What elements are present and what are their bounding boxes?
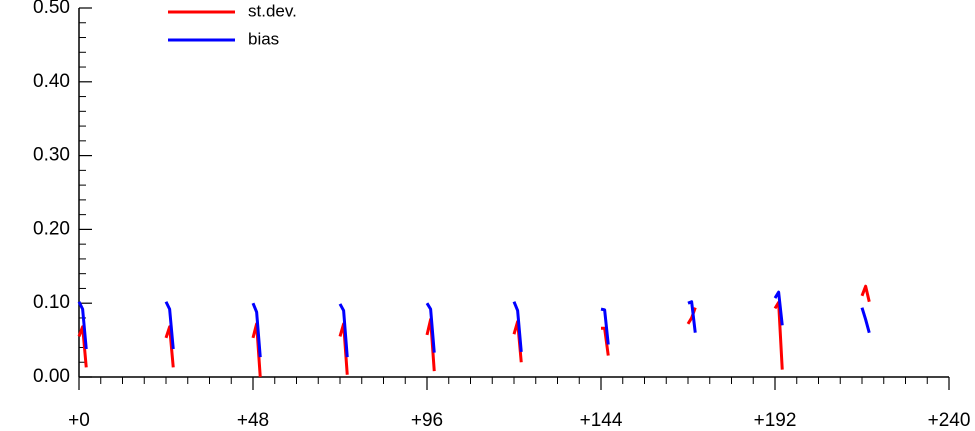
x-tick-label: +0 (68, 410, 90, 431)
x-tick-label: +240 (928, 410, 971, 431)
y-tick-label: 0.50 (33, 0, 70, 18)
y-tick-label: 0.00 (33, 366, 70, 387)
y-tick-label: 0.30 (33, 145, 70, 166)
y-tick-label: 0.40 (33, 71, 70, 92)
series-line (77, 290, 871, 358)
legend-label: st.dev. (248, 1, 297, 20)
x-tick-label: +96 (411, 410, 443, 431)
x-tick-label: +144 (580, 410, 623, 431)
x-tick-label: +192 (754, 410, 797, 431)
series-line (77, 284, 871, 378)
x-tick-label: +48 (237, 410, 269, 431)
y-tick-label: 0.20 (33, 218, 70, 239)
y-tick-label: 0.10 (33, 292, 70, 313)
legend-label: bias (248, 29, 279, 48)
